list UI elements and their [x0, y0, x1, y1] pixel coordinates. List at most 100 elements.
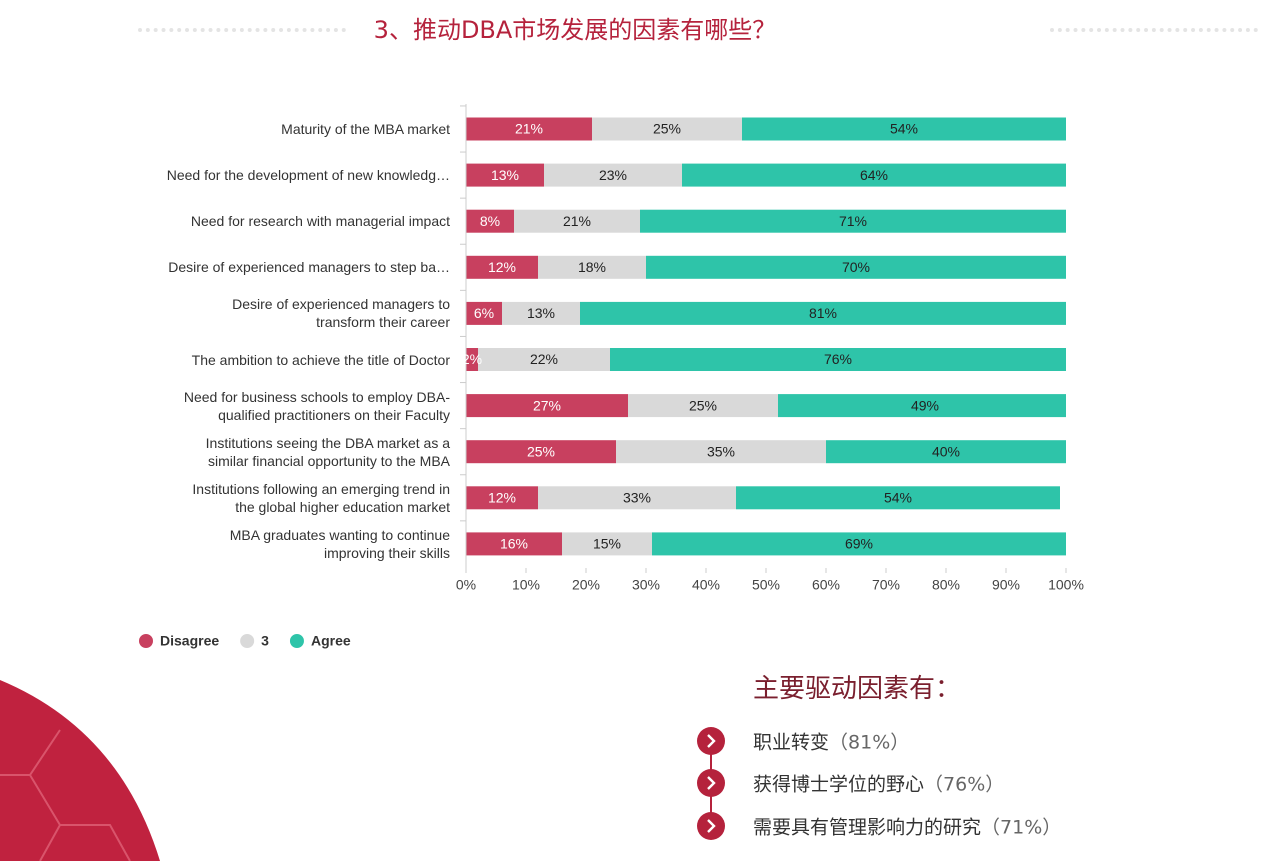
value-label: 12% — [488, 490, 516, 506]
bar-segment — [466, 440, 616, 464]
x-tick-label: 40% — [692, 577, 720, 593]
title-decoration — [1050, 28, 1258, 32]
bar-segment — [538, 255, 646, 279]
bar-segment — [580, 301, 1066, 325]
bar-segment — [616, 440, 826, 464]
category-label: Institutions seeing the DBA market as a … — [205, 434, 450, 469]
bar-segment — [466, 532, 562, 556]
summary-heading: 主要驱动因素有： — [753, 674, 962, 704]
value-label: 23% — [599, 167, 627, 183]
bar-segment — [466, 209, 514, 233]
bar-segment — [778, 394, 1066, 418]
value-label: 25% — [527, 443, 555, 459]
category-label: Desire of experienced managers to transf… — [232, 296, 450, 331]
bar-segment — [544, 163, 682, 187]
bar-segment — [640, 209, 1066, 233]
value-label: 25% — [653, 121, 681, 137]
category-label: Desire of experienced managers to step b… — [168, 259, 450, 276]
bar-segment — [682, 163, 1066, 187]
bar-segment — [466, 348, 478, 371]
bar-segment — [514, 209, 640, 233]
category-label: Maturity of the MBA market — [281, 121, 450, 137]
value-label: 13% — [491, 167, 519, 183]
value-label: 6% — [474, 305, 494, 321]
legend-label: Disagree — [160, 633, 219, 649]
item-text: 职业转变 — [753, 731, 830, 754]
corner-decoration — [0, 680, 160, 861]
x-tick-label: 80% — [932, 577, 960, 593]
item-note: （81%） — [829, 731, 910, 754]
bar-segment — [502, 301, 580, 325]
category-label: Institutions following an emerging trend… — [192, 480, 450, 515]
bar-segment — [736, 486, 1060, 510]
x-tick-label: 0% — [456, 577, 476, 593]
summary-item: 需要具有管理影响力的研究（71%） — [753, 813, 1061, 840]
legend-swatch — [240, 634, 255, 648]
category-label: Need for the development of new knowledg… — [166, 167, 450, 184]
bar-segment — [466, 117, 592, 141]
x-tick-label: 10% — [512, 577, 540, 593]
value-label: 8% — [480, 213, 500, 229]
bullet-icon — [697, 727, 725, 755]
bar-segment — [652, 532, 1066, 556]
bar-segment — [466, 163, 544, 187]
value-label: 54% — [890, 121, 918, 137]
x-tick-label: 70% — [872, 577, 900, 593]
legend-label: 3 — [261, 633, 269, 649]
bar-segment — [478, 348, 610, 371]
bar-segment — [610, 348, 1066, 371]
summary-item: 职业转变（81%） — [753, 728, 909, 755]
value-label: 33% — [623, 490, 651, 506]
category-label: Need for business schools to employ DBA-… — [183, 388, 450, 423]
bullet-icon — [697, 769, 725, 797]
x-tick-label: 100% — [1048, 577, 1084, 593]
bar-segment — [466, 301, 502, 325]
title-decoration — [138, 28, 346, 32]
legend-swatch — [139, 634, 153, 648]
value-label: 35% — [707, 443, 735, 459]
x-tick-label: 60% — [812, 577, 840, 593]
bar-segment — [742, 117, 1066, 141]
value-label: 22% — [530, 351, 558, 367]
item-note: （76%） — [924, 773, 1005, 796]
value-label: 54% — [884, 490, 912, 506]
value-label: 71% — [839, 213, 867, 229]
value-label: 25% — [689, 397, 717, 413]
legend-label: Agree — [311, 633, 351, 649]
value-label: 16% — [500, 536, 528, 552]
bar-segment — [826, 440, 1066, 464]
x-tick-label: 30% — [632, 577, 660, 593]
category-label: The ambition to achieve the title of Doc… — [191, 351, 450, 368]
item-note: （71%） — [981, 816, 1062, 839]
value-label: 40% — [932, 443, 960, 459]
value-label: 13% — [527, 305, 555, 321]
bar-segment — [538, 486, 736, 510]
x-tick-label: 90% — [992, 577, 1020, 593]
value-label: 81% — [809, 305, 837, 321]
item-text: 需要具有管理影响力的研究 — [753, 816, 982, 839]
value-label: 49% — [911, 397, 939, 413]
bar-segment — [592, 117, 742, 141]
value-label: 64% — [860, 167, 888, 183]
value-label: 2% — [462, 351, 482, 367]
slide-title: 3、推动DBA市场发展的因素有哪些？ — [373, 16, 777, 44]
item-text: 获得博士学位的野心 — [753, 773, 925, 796]
value-label: 69% — [845, 536, 873, 552]
bar-segment — [628, 394, 778, 418]
bar-segment — [562, 532, 652, 556]
bar-segment — [466, 486, 538, 510]
value-label: 27% — [533, 397, 561, 413]
bar-segment — [466, 255, 538, 279]
value-label: 70% — [842, 259, 870, 275]
bar-segment — [466, 394, 628, 418]
category-label: MBA graduates wanting to continue improv… — [229, 526, 450, 561]
x-tick-label: 20% — [572, 577, 600, 593]
bar-segment — [646, 255, 1066, 279]
x-tick-label: 50% — [752, 577, 780, 593]
legend-swatch — [289, 634, 304, 648]
value-label: 18% — [578, 259, 606, 275]
value-label: 12% — [488, 259, 516, 275]
value-label: 21% — [563, 213, 591, 229]
summary-item: 获得博士学位的野心（76%） — [753, 770, 1004, 797]
